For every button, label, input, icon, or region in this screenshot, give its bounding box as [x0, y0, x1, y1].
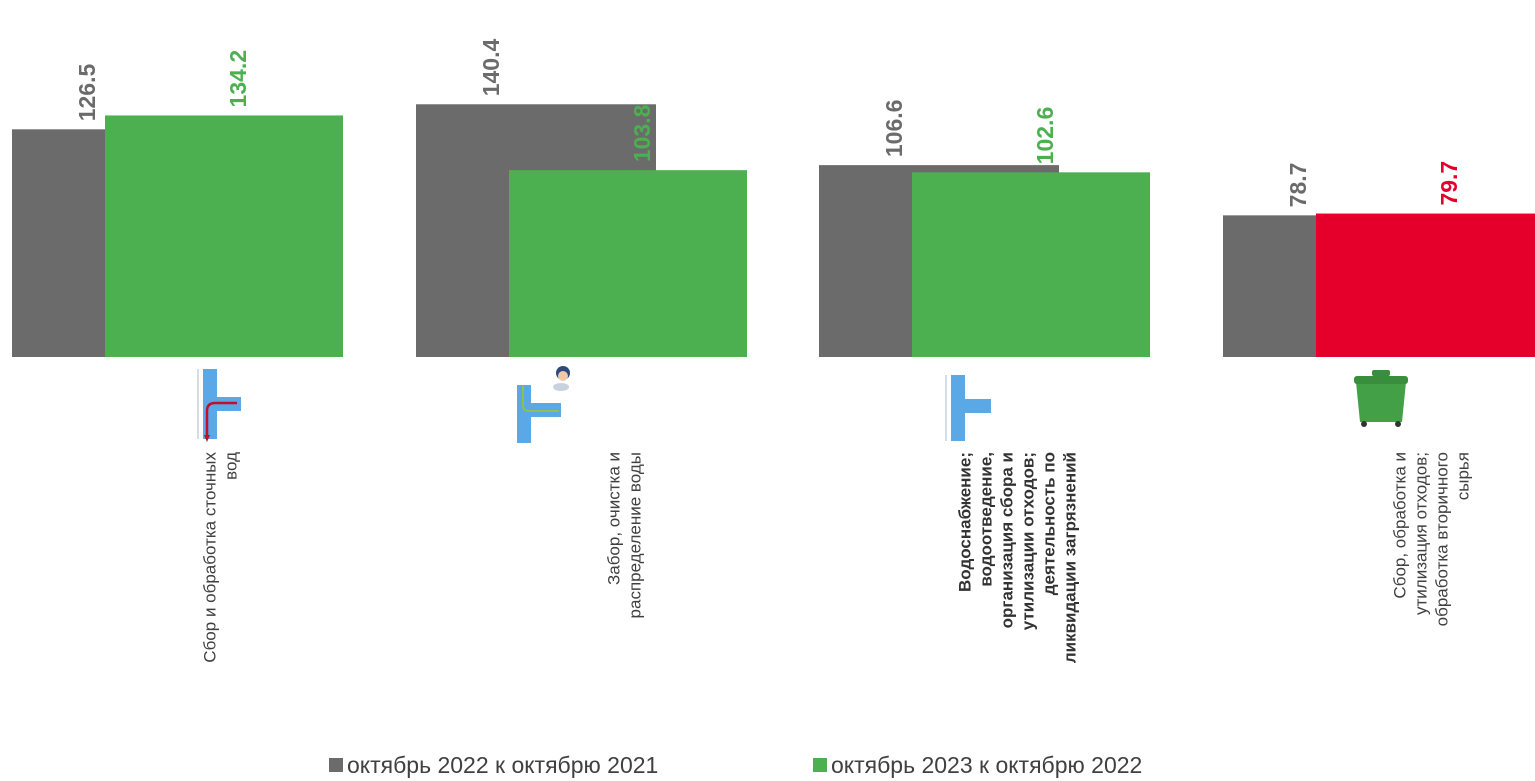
bar-series2-3 — [912, 172, 1150, 357]
category-labels-group: Сбор и обработка сточных вод Забор, очистк… — [201, 452, 1473, 664]
category-label-4-line-4: сырья — [1454, 452, 1473, 500]
legend-label-series2: октябрь 2023 к октябрю 2022 — [831, 752, 1143, 778]
value-label-series2-4: 79.7 — [1436, 161, 1462, 206]
legend-label-series1: октябрь 2022 к октябрю 2021 — [347, 752, 659, 778]
category-label-1: Сбор и обработка сточных вод — [201, 452, 241, 663]
category-label-3-line-3: организация сбора и — [998, 452, 1017, 628]
category-label-2-line-2: распределение воды — [626, 452, 645, 618]
value-label-series1-4: 78.7 — [1285, 163, 1311, 208]
value-label-series1-3: 106.6 — [881, 100, 907, 158]
category-label-3-line-2: водоотведение, — [977, 452, 996, 587]
category-label-2: Забор, очистка и распределение воды — [605, 452, 645, 618]
value-label-series2-2: 103.8 — [629, 104, 655, 162]
category-label-3-line-4: утилизации отходов; — [1019, 452, 1038, 630]
waste-container-icon — [1354, 370, 1408, 427]
bar-series2-1 — [105, 115, 343, 357]
category-label-3-line-6: ликвидации загрязнений — [1061, 452, 1080, 663]
category-label-2-line-1: Забор, очистка и — [605, 452, 624, 585]
legend-item-series2: октябрь 2023 к октябрю 2022 — [813, 752, 1142, 779]
category-label-1-line-1: Сбор и обработка сточных — [201, 452, 220, 663]
legend-swatch-series1 — [329, 758, 343, 772]
wastewater-pipe-icon — [197, 369, 241, 442]
category-label-3-line-1: Водоснабжение; — [956, 452, 975, 592]
category-label-4: Сбор, обработка и утилизация отходов; обра… — [1391, 452, 1473, 626]
category-label-4-line-2: утилизация отходов; — [1412, 452, 1431, 615]
value-label-series2-3: 102.6 — [1032, 107, 1058, 165]
category-label-3: Водоснабжение; водоотведение, организация … — [956, 452, 1080, 663]
water-pipe-icon — [945, 375, 991, 441]
value-label-series1-1: 126.5 — [74, 64, 100, 122]
category-label-4-line-3: обработка вторичного — [1433, 452, 1452, 626]
bars-group — [12, 104, 1535, 357]
category-label-1-line-2: вод — [222, 452, 241, 480]
water-intake-pipe-icon — [517, 366, 570, 443]
category-label-4-line-1: Сбор, обработка и — [1391, 452, 1410, 599]
bar-series2-2 — [509, 170, 747, 357]
value-labels-group: 126.5 134.2 140.4 103.8 106.6 102.6 78.7 79.7 — [74, 39, 1462, 208]
category-label-3-line-5: деятельность по — [1040, 452, 1059, 595]
legend-swatch-series2 — [813, 758, 827, 772]
value-label-series2-1: 134.2 — [225, 50, 251, 108]
value-label-series1-2: 140.4 — [478, 39, 504, 97]
legend-item-series1: октябрь 2022 к октябрю 2021 — [329, 752, 658, 779]
bar-series2-4 — [1316, 213, 1535, 357]
